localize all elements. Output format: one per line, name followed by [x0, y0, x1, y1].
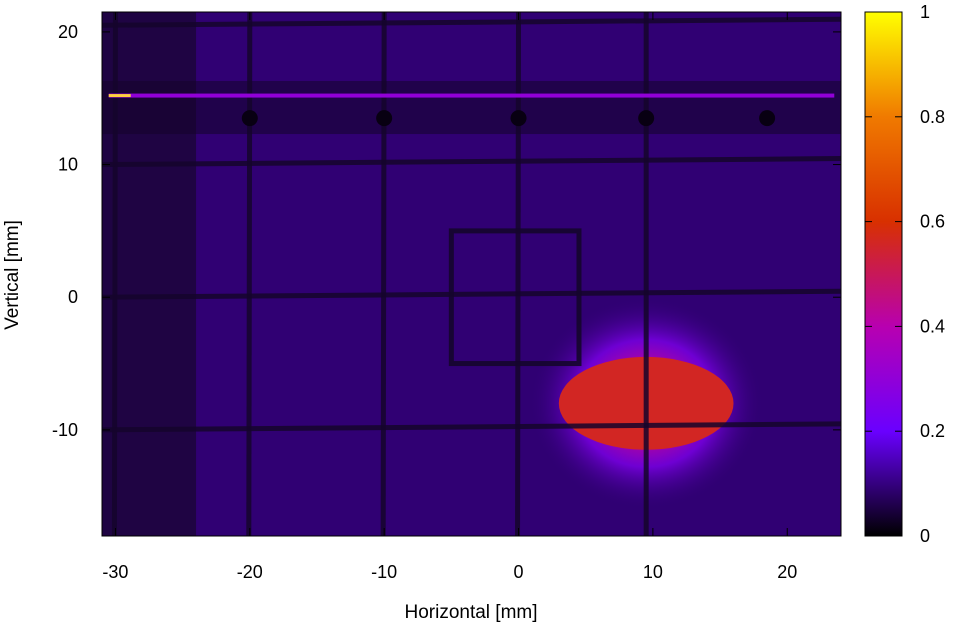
square-fiducial-mark [448, 228, 582, 367]
fiducial-dot [376, 110, 393, 127]
colorbar-tick-label: 1 [920, 2, 930, 22]
grid-wire-vertical [515, 12, 522, 536]
plot-area [102, 12, 841, 536]
dark-top-band [102, 80, 841, 135]
colorbar-tick-label: 0.4 [920, 316, 945, 336]
x-tick-label: -30 [102, 562, 128, 582]
colorbar-tick-label: 0.6 [920, 212, 945, 232]
fiducial-dot [241, 110, 258, 127]
fiducial-dot [510, 110, 527, 127]
y-tick-label: 20 [58, 22, 78, 42]
grid-wire-vertical [380, 12, 387, 536]
plot-frame [101, 11, 842, 537]
fiducial-dot [759, 110, 776, 127]
x-tick-label: 0 [514, 562, 524, 582]
x-tick-label: 20 [777, 562, 797, 582]
grid-wire-horizontal [102, 421, 841, 433]
y-tick-label: 0 [68, 287, 78, 307]
saturated-stripe-hotspot [108, 94, 131, 98]
grid-wire-vertical [246, 12, 253, 536]
axis-ticks: -30 -20 -10 0 10 20 -10 0 10 20 [52, 12, 841, 582]
x-axis-label: Horizontal [mm] [404, 602, 537, 623]
grid-wire-horizontal [102, 288, 841, 300]
x-tick-label: 10 [643, 562, 663, 582]
y-axis-label: Vertical [mm] [2, 220, 23, 330]
fiducial-dot [638, 110, 655, 127]
grid-wire-horizontal [102, 16, 841, 28]
colorbar-tick-label: 0 [920, 526, 930, 546]
saturated-stripe [108, 93, 835, 98]
colorbar-tick-label: 0.2 [920, 421, 945, 441]
grid-wire-vertical [111, 12, 118, 536]
colorbar-tick-label: 0.8 [920, 107, 945, 127]
colorbar-gradient [864, 11, 903, 537]
y-tick-label: 10 [58, 155, 78, 175]
x-tick-label: -20 [237, 562, 263, 582]
grid-wire-horizontal [102, 156, 841, 168]
x-tick-label: -10 [371, 562, 397, 582]
colorbar: 0 0.2 0.4 0.6 0.8 1 [864, 2, 945, 546]
y-tick-label: -10 [52, 420, 78, 440]
